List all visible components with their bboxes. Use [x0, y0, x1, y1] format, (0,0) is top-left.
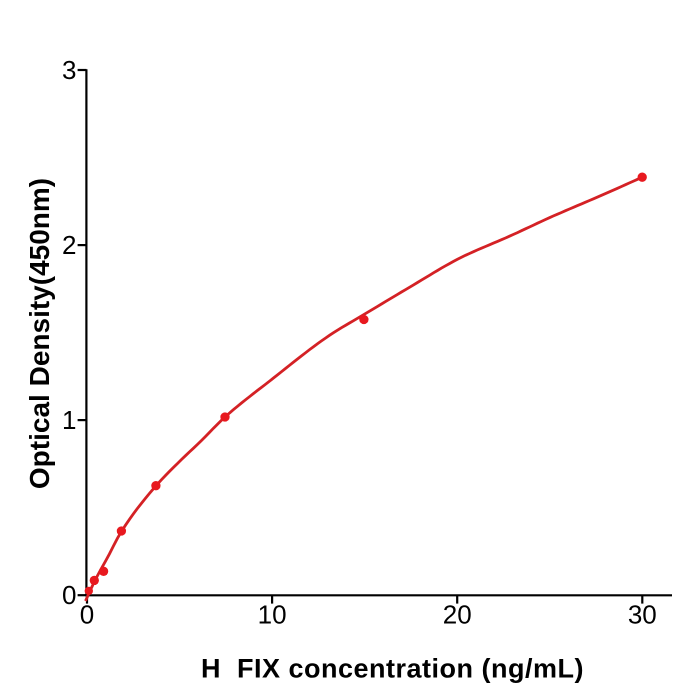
svg-text:20: 20 [443, 600, 472, 630]
svg-text:H FIX concentration (ng/mL): H FIX concentration (ng/mL) [201, 654, 584, 684]
svg-text:30: 30 [628, 600, 657, 630]
svg-text:2: 2 [62, 230, 76, 260]
svg-text:3: 3 [62, 55, 76, 85]
svg-text:1: 1 [62, 405, 76, 435]
svg-text:10: 10 [258, 600, 287, 630]
svg-text:0: 0 [62, 580, 76, 610]
svg-text:0: 0 [80, 600, 94, 630]
svg-text:Optical Density(450nm): Optical Density(450nm) [24, 178, 55, 489]
